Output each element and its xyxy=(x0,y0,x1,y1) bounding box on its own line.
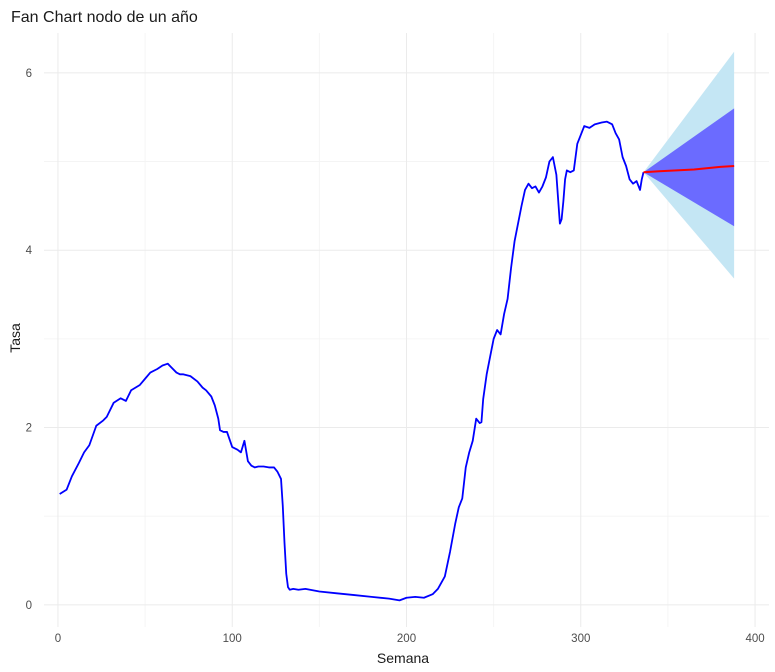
y-tick-labels: 0 2 4 6 xyxy=(26,68,33,612)
x-tick-label: 400 xyxy=(745,633,764,645)
history-line xyxy=(59,120,645,602)
x-axis-title: Semana xyxy=(377,650,429,666)
grid-lines xyxy=(44,33,769,627)
series-lines-group xyxy=(59,120,735,602)
fan-band-inner xyxy=(643,108,735,227)
y-tick-label: 2 xyxy=(26,423,32,435)
x-tick-label: 300 xyxy=(571,633,590,645)
band-inner-group xyxy=(643,108,735,227)
y-tick-label: 6 xyxy=(26,68,32,80)
y-tick-label: 4 xyxy=(26,245,33,257)
chart-title: Fan Chart nodo de un año xyxy=(11,9,198,26)
x-tick-label: 200 xyxy=(397,633,416,645)
x-tick-label: 0 xyxy=(55,633,61,645)
x-tick-label: 100 xyxy=(223,633,242,645)
y-tick-label: 0 xyxy=(26,600,32,612)
forecast-line xyxy=(643,164,735,174)
x-tick-labels: 0 100 200 300 400 xyxy=(55,633,765,645)
y-axis-title: Tasa xyxy=(7,323,23,353)
